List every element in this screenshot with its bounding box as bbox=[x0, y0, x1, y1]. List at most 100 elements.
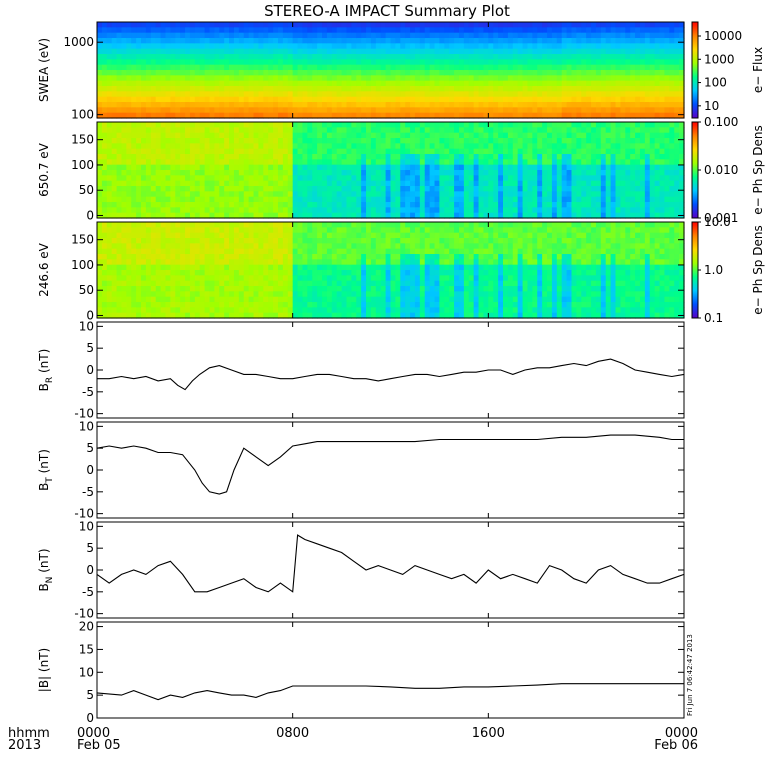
heatmap-cell bbox=[160, 22, 167, 28]
heatmap-cell bbox=[361, 180, 367, 187]
heatmap-cell bbox=[434, 132, 441, 139]
heatmap-cell bbox=[131, 80, 137, 87]
heatmap-cell bbox=[586, 112, 592, 119]
heatmap-cell bbox=[111, 64, 118, 71]
heatmap-cell bbox=[454, 102, 460, 108]
heatmap-cell bbox=[434, 143, 441, 150]
heatmap-cell bbox=[194, 43, 201, 50]
heatmap-cell bbox=[229, 127, 235, 134]
heatmap-cell bbox=[600, 27, 607, 34]
heatmap-cell bbox=[170, 191, 176, 198]
heatmap-cell bbox=[341, 175, 348, 182]
heatmap-cell bbox=[390, 91, 396, 98]
heatmap-cell bbox=[331, 80, 338, 87]
heatmap-cell bbox=[444, 196, 450, 203]
heatmap-cell bbox=[126, 186, 132, 192]
heatmap-cell bbox=[150, 27, 157, 34]
heatmap-cell bbox=[214, 32, 220, 39]
heatmap-cell bbox=[410, 164, 416, 171]
heatmap-cell bbox=[620, 122, 626, 128]
heatmap-cell bbox=[219, 132, 225, 139]
heatmap-cell bbox=[405, 122, 411, 128]
heatmap-cell bbox=[121, 164, 127, 171]
heatmap-cell bbox=[219, 64, 225, 71]
heatmap-cell bbox=[307, 170, 313, 176]
heatmap-cell bbox=[478, 122, 485, 128]
heatmap-cell bbox=[659, 132, 666, 139]
heatmap-cell bbox=[150, 112, 157, 119]
heatmap-cell bbox=[664, 148, 670, 155]
heatmap-cell bbox=[503, 59, 509, 66]
heatmap-cell bbox=[458, 102, 465, 108]
heatmap-cell bbox=[610, 80, 617, 87]
heatmap-cell bbox=[390, 38, 396, 44]
heatmap-cell bbox=[503, 86, 509, 92]
heatmap-cell bbox=[595, 127, 602, 134]
heatmap-cell bbox=[679, 180, 685, 187]
heatmap-cell bbox=[370, 180, 377, 187]
heatmap-cell bbox=[605, 148, 612, 155]
heatmap-cell bbox=[586, 96, 592, 103]
heatmap-cell bbox=[336, 143, 343, 150]
heatmap-cell bbox=[336, 186, 343, 192]
heatmap-cell bbox=[268, 54, 274, 60]
heatmap-cell bbox=[605, 186, 612, 192]
heatmap-cell bbox=[385, 159, 392, 166]
heatmap-cell bbox=[561, 112, 568, 119]
heatmap-cell bbox=[356, 175, 362, 182]
y-tick-label: 50 bbox=[79, 183, 94, 197]
heatmap-cell bbox=[214, 75, 220, 82]
heatmap-cell bbox=[302, 143, 308, 150]
heatmap-cell bbox=[449, 132, 455, 139]
heatmap-cell bbox=[224, 127, 230, 134]
heatmap-cell bbox=[400, 170, 406, 176]
heatmap-cell bbox=[180, 86, 186, 92]
heatmap-cell bbox=[429, 75, 436, 82]
heatmap-cell bbox=[571, 191, 577, 198]
heatmap-cell bbox=[615, 212, 622, 219]
heatmap-cell bbox=[185, 207, 191, 214]
heatmap-cell bbox=[238, 159, 245, 166]
heatmap-cell bbox=[449, 143, 455, 150]
heatmap-cell bbox=[302, 159, 308, 166]
heatmap-cell bbox=[581, 175, 587, 182]
heatmap-cell bbox=[243, 222, 250, 228]
heatmap-cell bbox=[331, 127, 338, 134]
heatmap-cell bbox=[361, 27, 367, 34]
heatmap-cell bbox=[268, 127, 274, 134]
heatmap-cell bbox=[576, 175, 582, 182]
heatmap-cell bbox=[243, 180, 250, 187]
heatmap-cell bbox=[679, 102, 685, 108]
heatmap-cell bbox=[351, 132, 357, 139]
heatmap-cell bbox=[248, 27, 255, 34]
heatmap-cell bbox=[429, 122, 436, 128]
heatmap-cell bbox=[405, 207, 411, 214]
heatmap-cell bbox=[639, 127, 646, 134]
heatmap-cell bbox=[141, 312, 147, 319]
heatmap-cell bbox=[351, 154, 357, 160]
heatmap-cell bbox=[170, 275, 176, 282]
heatmap-cell bbox=[180, 127, 186, 134]
heatmap-cell bbox=[429, 127, 436, 134]
heatmap-cell bbox=[434, 112, 441, 119]
heatmap-cell bbox=[224, 180, 230, 187]
heatmap-cell bbox=[532, 27, 538, 34]
heatmap-cell bbox=[498, 138, 504, 144]
heatmap-cell bbox=[488, 164, 494, 171]
heatmap-cell bbox=[375, 38, 382, 44]
heatmap-cell bbox=[361, 164, 367, 171]
heatmap-cell bbox=[185, 112, 191, 119]
heatmap-cell bbox=[498, 112, 504, 119]
heatmap-cell bbox=[424, 27, 431, 34]
heatmap-cell bbox=[659, 180, 666, 187]
heatmap-cell bbox=[145, 132, 152, 139]
heatmap-cell bbox=[507, 207, 514, 214]
heatmap-cell bbox=[307, 38, 313, 44]
heatmap-cell bbox=[180, 312, 186, 319]
heatmap-cell bbox=[277, 48, 284, 55]
heatmap-cell bbox=[101, 212, 108, 219]
heatmap-cell bbox=[595, 132, 602, 139]
heatmap-cell bbox=[595, 180, 602, 187]
heatmap-cell bbox=[219, 112, 225, 119]
heatmap-cell bbox=[204, 296, 211, 303]
